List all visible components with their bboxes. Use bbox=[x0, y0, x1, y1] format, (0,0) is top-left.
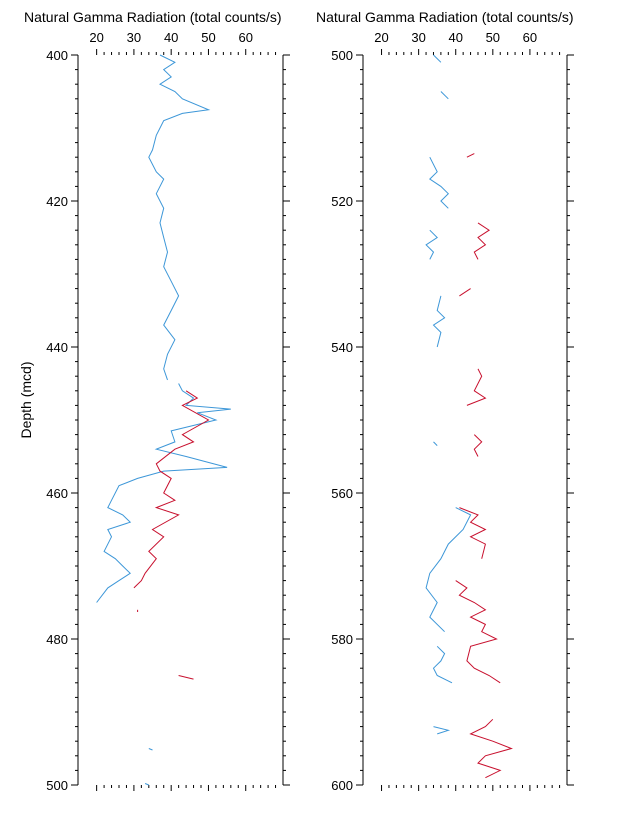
panel-1-y-axis-label: Depth (mcd) bbox=[18, 361, 34, 438]
panel-2-red-series-segment bbox=[473, 434, 483, 457]
panel-2-red-series-segment bbox=[459, 288, 471, 297]
panel-1-blue-series-segment bbox=[144, 783, 149, 786]
panel-2-red-series-segment bbox=[469, 718, 513, 779]
panel-2-blue-series-segment bbox=[433, 441, 438, 446]
panel-1-y-tick-label: 400 bbox=[46, 48, 68, 63]
panel-2-blue-series-segment bbox=[425, 229, 438, 260]
panel-2-blue-series-segment bbox=[433, 54, 442, 63]
panel-2-blue-series-segment bbox=[440, 91, 449, 100]
panel-2-red-series-segment bbox=[455, 580, 501, 684]
panel-2-title: Natural Gamma Radiation (total counts/s) bbox=[316, 9, 574, 25]
panel-2-y-tick-label: 500 bbox=[331, 48, 353, 63]
panel-2-y-tick-label: 560 bbox=[331, 486, 353, 501]
panel-1-x-tick-label: 50 bbox=[201, 30, 215, 45]
panel-1-blue-series-segment bbox=[148, 748, 153, 751]
panel-2-x-tick-label: 40 bbox=[448, 30, 462, 45]
panel-2-x-tick-label: 50 bbox=[486, 30, 500, 45]
panel-1-y-tick-label: 480 bbox=[46, 632, 68, 647]
panel-1-x-tick-label: 20 bbox=[89, 30, 103, 45]
panel-2-y-tick-label: 520 bbox=[331, 194, 353, 209]
panel-1-x-tick-label: 30 bbox=[127, 30, 141, 45]
panel-1-x-tick-label: 60 bbox=[238, 30, 252, 45]
panel-2-blue-series-segment bbox=[432, 295, 446, 348]
panel-2-blue-series-segment bbox=[425, 507, 472, 633]
panel-1-y-tick-label: 460 bbox=[46, 486, 68, 501]
panel-2-red-series-segment bbox=[459, 507, 487, 559]
panel-2-blue-series-segment bbox=[433, 726, 451, 735]
panel-2-blue-series-segment bbox=[432, 645, 453, 684]
panel-2-y-tick-label: 540 bbox=[331, 340, 353, 355]
panel-2-blue-series-segment bbox=[429, 156, 450, 209]
panel-1-blue-series-segment bbox=[96, 383, 231, 603]
panel-1-red-series-segment bbox=[133, 390, 210, 589]
panel-1-x-tick-label: 40 bbox=[164, 30, 178, 45]
panel-1-red-series-segment bbox=[178, 675, 194, 680]
panel-2-x-tick-label: 60 bbox=[523, 30, 537, 45]
panel-1-y-tick-label: 440 bbox=[46, 340, 68, 355]
panel-1-y-tick-label: 420 bbox=[46, 194, 68, 209]
panel-2-red-series-segment bbox=[473, 222, 491, 260]
panel-2-y-tick-label: 600 bbox=[331, 778, 353, 793]
panel-2-red-series-segment bbox=[466, 368, 487, 406]
panel-2-x-tick-label: 20 bbox=[374, 30, 388, 45]
panel-2-red-series-segment bbox=[466, 153, 475, 158]
panel-1-title: Natural Gamma Radiation (total counts/s) bbox=[24, 9, 282, 25]
panel-2-x-tick-label: 30 bbox=[411, 30, 425, 45]
panel-1-y-tick-label: 500 bbox=[46, 778, 68, 793]
panel-1-blue-series-segment bbox=[148, 54, 211, 381]
panel-2-y-tick-label: 580 bbox=[331, 632, 353, 647]
